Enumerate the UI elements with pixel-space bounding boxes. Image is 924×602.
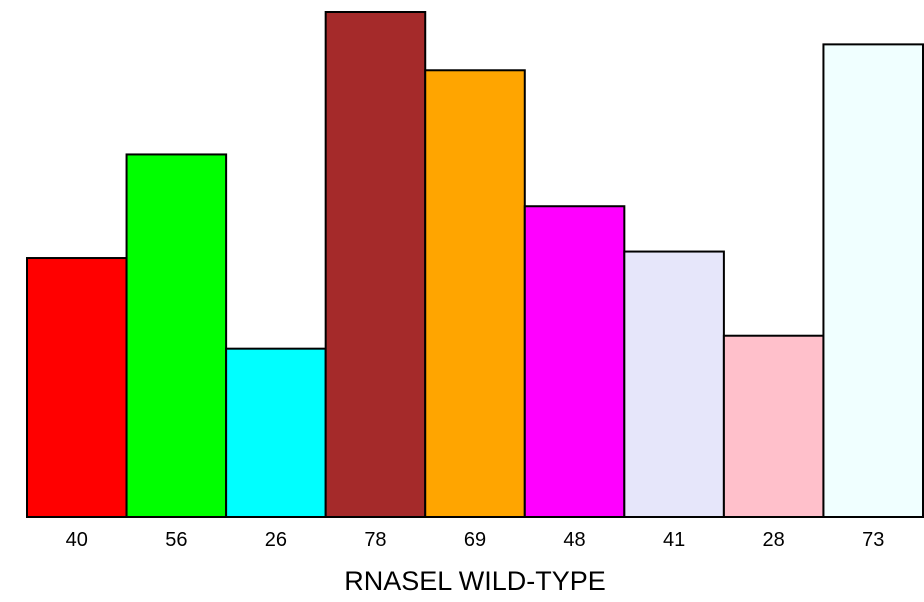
bar-40: [26, 257, 128, 518]
x-tick-labels: 40 56 26 78 69 48 41 28 73: [66, 529, 885, 551]
x-axis-title: RNASEL WILD-TYPE: [344, 566, 606, 596]
bar-69: [424, 69, 526, 519]
bar-48: [523, 205, 626, 518]
x-tick-label: 26: [265, 529, 287, 551]
bar-28: [722, 334, 825, 518]
x-tick-label: 40: [66, 529, 88, 551]
bars-group: [26, 11, 924, 519]
bar-73: [822, 43, 924, 519]
x-tick-label: 73: [862, 529, 884, 551]
x-tick-label: 41: [663, 529, 685, 551]
bar-26: [225, 347, 327, 519]
bar-56: [125, 153, 228, 518]
x-tick-label: 78: [364, 529, 386, 551]
bar-78: [324, 11, 427, 518]
x-tick-label: 56: [165, 529, 187, 551]
x-tick-label: 69: [464, 529, 486, 551]
x-tick-label: 28: [763, 529, 785, 551]
x-tick-label: 48: [563, 529, 585, 551]
bar-41: [623, 250, 725, 519]
